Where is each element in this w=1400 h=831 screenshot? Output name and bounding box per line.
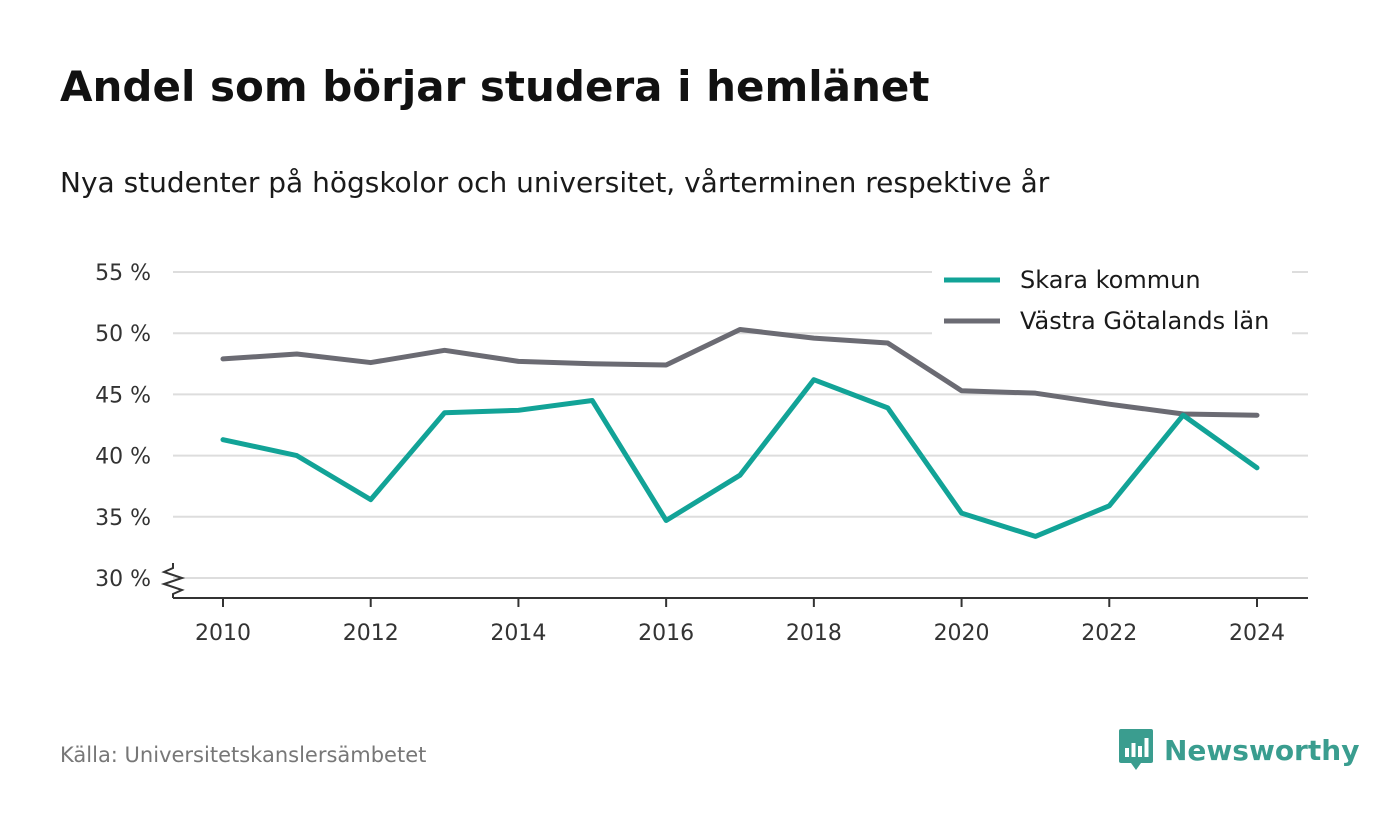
chart-title: Andel som börjar studera i hemlänet [60, 62, 930, 111]
x-tick-label: 2012 [343, 621, 399, 646]
x-tick-label: 2024 [1229, 621, 1285, 646]
legend-label: Skara kommun [1020, 266, 1201, 294]
y-tick-label: 30 % [95, 567, 151, 592]
y-tick-label: 35 % [95, 506, 151, 531]
brand-logo: Newsworthy [1118, 728, 1359, 772]
x-tick-label: 2022 [1081, 621, 1137, 646]
y-axis-break-marker [160, 563, 186, 598]
series-lines [220, 327, 1260, 539]
legend-background [932, 255, 1292, 345]
series-line-0 [220, 377, 1260, 539]
y-tick-label: 50 % [95, 322, 151, 347]
y-tick-label: 55 % [95, 261, 151, 286]
legend: Skara kommun Västra Götalands län [932, 255, 1292, 345]
x-tick-label: 2016 [638, 621, 694, 646]
brand-name: Newsworthy [1164, 733, 1360, 767]
x-tick-label: 2018 [786, 621, 842, 646]
legend-label: Västra Götalands län [1020, 307, 1269, 335]
y-tick-label: 40 % [95, 445, 151, 470]
series-line-1 [220, 327, 1260, 418]
x-tick-label: 2010 [195, 621, 251, 646]
x-tick-label: 2014 [490, 621, 546, 646]
y-tick-label: 45 % [95, 383, 151, 408]
axes: 30 % 35 % 40 % 45 % 50 % 55 % 2010 2012 2014 2016… [95, 261, 1308, 646]
newsworthy-logo-icon [1119, 729, 1153, 770]
x-tick-label: 2020 [934, 621, 990, 646]
line-chart: 30 % 35 % 40 % 45 % 50 % 55 % 2010 2012 2014 2016… [95, 255, 1308, 646]
chart-subtitle: Nya studenter på högskolor och universit… [60, 166, 1050, 199]
source-note: Källa: Universitetskanslersämbetet [60, 743, 427, 767]
